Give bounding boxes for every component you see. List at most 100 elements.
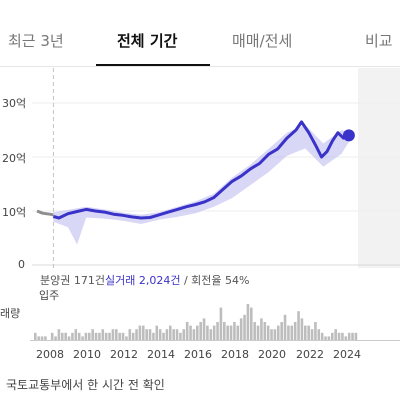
volume-bar [118, 332, 121, 340]
volume-bar [125, 336, 128, 340]
volume-bar [351, 332, 354, 340]
volume-label: 래량 [0, 307, 21, 320]
x-tick-label: 2016 [184, 348, 212, 361]
volume-bar [57, 329, 61, 340]
volume-bar [196, 325, 199, 340]
volume-bar [304, 325, 307, 340]
volume-bar [44, 336, 47, 340]
x-tick-label: 2014 [147, 348, 175, 361]
y-tick-label: 30억 [2, 97, 27, 110]
turnover-rate: / 회전율 54% [180, 274, 250, 287]
volume-bar [84, 332, 88, 340]
volume-bar [263, 322, 267, 340]
presale-price-line [36, 209, 54, 217]
y-tick-label: 10억 [2, 206, 27, 219]
volume-bar [179, 332, 182, 340]
volume-bar [277, 325, 280, 340]
move-in-label: 입주 [39, 289, 60, 302]
tab-compare[interactable]: 비교 [365, 32, 393, 50]
volume-bar [199, 322, 202, 340]
tab-sale-lease[interactable]: 매매/전세 [232, 32, 293, 50]
volume-bar [155, 325, 159, 340]
volume-bar [158, 329, 162, 340]
active-tab-indicator [96, 64, 210, 67]
volume-bar [243, 314, 246, 340]
volume-bar [152, 332, 155, 340]
volume-bar [40, 336, 44, 340]
volume-bar [233, 322, 236, 340]
price-chart[interactable] [0, 68, 400, 268]
tabs-divider [0, 66, 400, 67]
volume-bar [317, 329, 321, 340]
volume-bar [223, 322, 226, 340]
x-tick-label: 2018 [221, 348, 249, 361]
volume-bar [182, 329, 186, 340]
volume-bar [239, 318, 243, 340]
volume-bar [111, 329, 115, 340]
tab-recent-3-years[interactable]: 최근 3년 [8, 32, 64, 50]
volume-bar [314, 322, 317, 340]
volume-bar [185, 322, 189, 340]
presale-count: 분양권 171건 [40, 274, 105, 287]
volume-bar [71, 332, 74, 340]
x-tick-label: 2024 [333, 348, 361, 361]
volume-bar [175, 329, 179, 340]
data-source-note: 국토교통부에서 한 시간 전 확인 [6, 378, 165, 392]
tab-all-period[interactable]: 전체 기간 [117, 32, 178, 50]
trade-price-line [52, 120, 350, 220]
volume-bar [131, 332, 135, 340]
volume-bar [128, 329, 132, 340]
latest-price-dot [342, 129, 355, 142]
x-tick-label: 2010 [73, 348, 101, 361]
x-tick-label: 2008 [36, 348, 64, 361]
volume-bar [337, 332, 341, 340]
volume-bar [91, 329, 94, 340]
volume-bar [344, 336, 348, 340]
volume-bar [121, 332, 125, 340]
volume-bar [165, 329, 169, 340]
x-tick-label: 2022 [296, 348, 324, 361]
volume-bar [327, 336, 331, 340]
volume-bar [270, 329, 273, 340]
volume-bar [77, 332, 81, 340]
volume-bar [250, 307, 253, 340]
volume-bar [206, 325, 209, 340]
volume-bar [81, 336, 84, 340]
volume-bar [138, 325, 142, 340]
volume-bar [88, 332, 91, 340]
volume-bar [293, 322, 297, 340]
volume-bar [280, 322, 283, 340]
volume-bar [169, 325, 172, 340]
volume-bar [50, 332, 54, 340]
volume-chart [30, 304, 400, 341]
volume-bar [354, 332, 358, 340]
x-tick-label: 2020 [258, 348, 286, 361]
volume-bar [320, 332, 324, 340]
volume-bar [246, 304, 250, 340]
volume-bar [260, 318, 263, 340]
volume-bar [266, 325, 270, 340]
volume-bar [334, 329, 337, 340]
volume-bar [331, 332, 334, 340]
volume-bar [108, 332, 111, 340]
volume-bar [94, 332, 98, 340]
trade-count[interactable]: 실거래 2,024건 [104, 274, 181, 287]
volume-bar [212, 325, 216, 340]
y-tick-label: 20억 [2, 152, 27, 165]
price-header-partial [0, 0, 400, 8]
volume-bar [310, 329, 314, 340]
volume-bar [287, 325, 290, 340]
volume-bar [115, 329, 118, 340]
period-tabs: 최근 3년 전체 기간 매매/전세 비교 [0, 22, 400, 67]
volume-bar [135, 329, 138, 340]
volume-bar [236, 325, 240, 340]
volume-bar [324, 336, 327, 340]
volume-bar [297, 311, 300, 340]
volume-bar [162, 332, 165, 340]
volume-bar [67, 336, 71, 340]
volume-bar [253, 322, 256, 340]
volume-bar [202, 318, 206, 340]
volume-bar [37, 336, 40, 340]
volume-bar [98, 332, 101, 340]
volume-bar [148, 329, 152, 340]
